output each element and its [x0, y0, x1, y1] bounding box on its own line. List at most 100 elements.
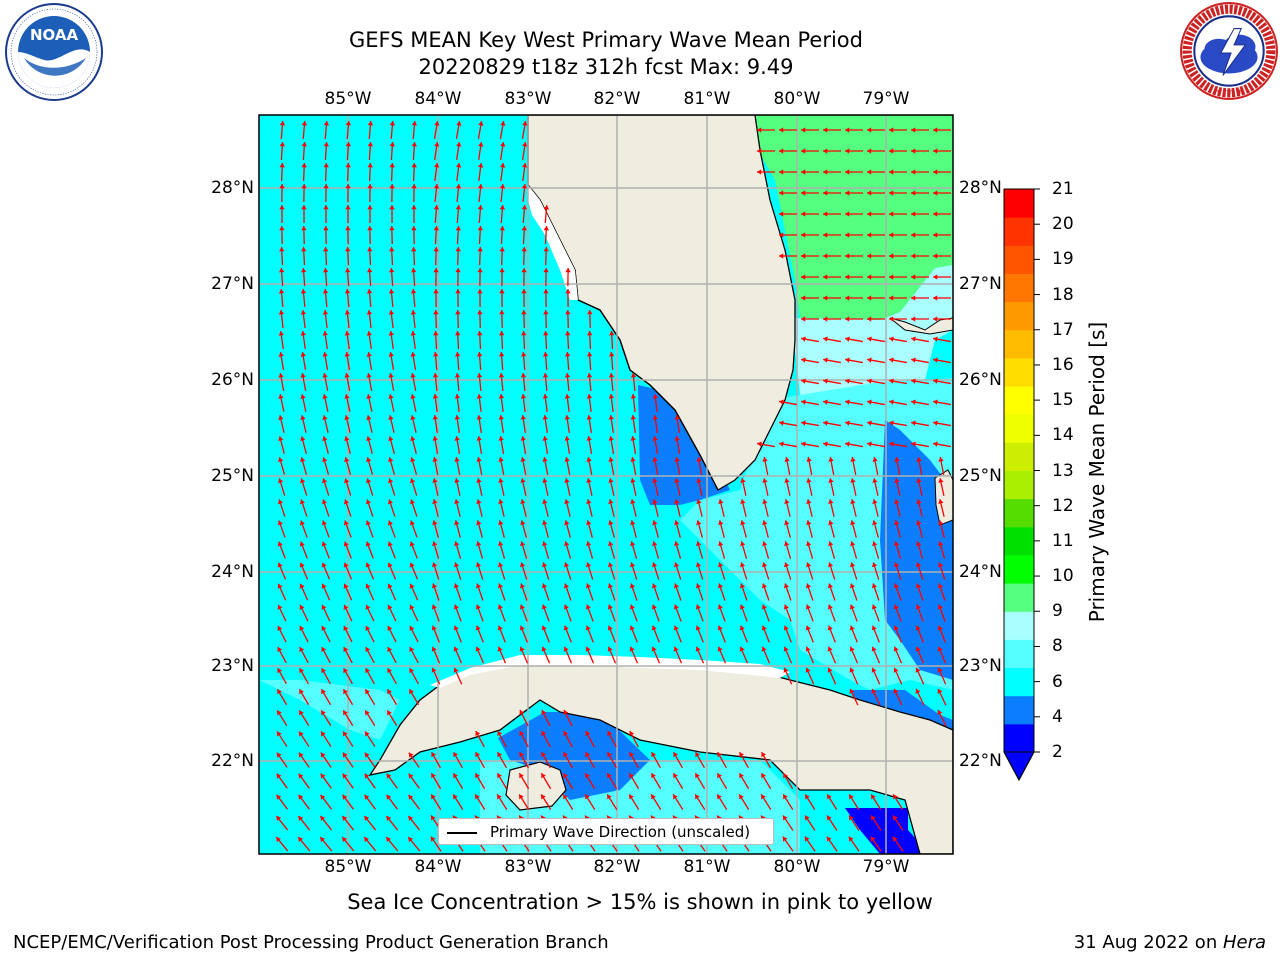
wave-direction-arrowhead	[408, 815, 414, 821]
wave-direction-arrowhead	[343, 625, 349, 631]
wave-direction-arrowhead	[867, 441, 872, 447]
wave-direction-arrowhead	[389, 163, 395, 168]
wave-direction-arrowhead	[739, 773, 744, 779]
wave-direction-arrowhead	[476, 457, 482, 462]
wave-direction-arrowhead	[541, 583, 547, 589]
wave-direction-arrowhead	[586, 478, 592, 483]
wave-direction-arrowhead	[586, 415, 592, 420]
wave-direction-arrowhead	[386, 815, 392, 821]
wave-direction-arrowhead	[520, 394, 527, 399]
wave-direction-arrowhead	[784, 457, 790, 462]
wave-direction-arrowhead	[783, 815, 788, 821]
wave-direction-arrowhead	[673, 583, 679, 589]
wave-direction-arrowhead	[477, 226, 483, 231]
wave-direction-arrowhead	[409, 668, 415, 674]
wave-direction-arrowhead	[889, 232, 894, 238]
wave-direction-arrowhead	[519, 773, 524, 779]
wave-direction-arrowhead	[410, 415, 416, 420]
wave-direction-arrowhead	[871, 688, 877, 694]
wave-direction-arrowhead	[519, 731, 525, 737]
wave-direction-arrowhead	[845, 232, 850, 238]
wave-direction-arrowhead	[673, 625, 679, 631]
colorbar-segment	[1004, 245, 1034, 274]
wave-direction-arrowhead	[823, 399, 828, 405]
wave-direction-arrowhead	[433, 331, 439, 336]
wave-direction-arrowhead	[477, 184, 484, 189]
wave-direction-arrowhead	[739, 625, 745, 631]
wave-direction-arrowhead	[630, 436, 636, 441]
wave-direction-arrowhead	[279, 121, 286, 126]
wave-direction-arrowhead	[933, 295, 938, 301]
wave-direction-arrowhead	[322, 331, 328, 336]
sea-ice-note: Sea Ice Concentration > 15% is shown in …	[347, 890, 933, 914]
wave-direction-arrowhead	[475, 731, 481, 737]
colorbar-tick-label: 20	[1052, 214, 1074, 235]
wave-direction-arrowhead	[321, 562, 327, 568]
wave-direction-arrowhead	[386, 837, 392, 843]
wave-direction-arrowhead	[696, 562, 702, 568]
wave-direction-arrowhead	[454, 457, 460, 462]
wave-direction-arrowhead	[915, 646, 921, 652]
wave-direction-arrowhead	[761, 604, 767, 610]
wave-direction-arrowhead	[652, 520, 658, 526]
wave-direction-arrowhead	[911, 253, 916, 259]
wave-direction-arrowhead	[343, 541, 349, 547]
wave-direction-arrowhead	[408, 794, 414, 800]
wave-direction-arrowhead	[343, 731, 348, 737]
wave-direction-arrowhead	[410, 373, 416, 378]
wave-direction-arrowhead	[300, 373, 306, 378]
wave-direction-arrowhead	[497, 583, 503, 589]
wave-direction-arrowhead	[365, 520, 371, 526]
lat-label-left: 26°N	[211, 370, 254, 390]
wave-direction-arrowhead	[607, 773, 612, 779]
wave-direction-arrowhead	[911, 190, 916, 196]
wave-direction-arrowhead	[299, 541, 305, 547]
wave-direction-arrowhead	[784, 562, 790, 568]
wave-direction-arrowhead	[827, 625, 833, 631]
wave-direction-arrowhead	[587, 310, 593, 315]
lon-label-top: 81°W	[683, 89, 731, 109]
wave-direction-arrowhead	[476, 352, 483, 357]
wave-direction-arrowhead	[911, 378, 916, 384]
wave-direction-arrowhead	[367, 247, 373, 252]
wave-direction-arrowhead	[867, 357, 872, 363]
wave-direction-arrowhead	[476, 373, 483, 378]
wave-direction-arrowhead	[889, 274, 894, 280]
wave-direction-arrowhead	[806, 562, 812, 568]
wave-direction-arrowhead	[454, 520, 460, 526]
graticule	[259, 115, 953, 854]
wave-direction-arrowhead	[365, 625, 371, 631]
colorbar-tick-label: 12	[1052, 495, 1074, 516]
wave-direction-arrowhead	[673, 773, 678, 779]
wave-direction-arrowhead	[849, 794, 854, 800]
wave-direction-arrowhead	[630, 499, 636, 504]
wave-direction-arrowhead	[499, 310, 505, 315]
wave-direction-arrowhead	[889, 378, 894, 384]
wave-direction-arrowhead	[364, 815, 370, 821]
wave-direction-arrowhead	[432, 415, 438, 420]
wave-direction-arrowhead	[867, 232, 872, 238]
wave-direction-arrowhead	[387, 583, 393, 589]
wave-direction-arrowhead	[321, 541, 327, 547]
wave-direction-arrowhead	[364, 752, 370, 758]
wave-direction-arrowhead	[475, 625, 481, 631]
wave-direction-arrowhead	[784, 541, 790, 547]
wave-direction-arrowhead	[695, 752, 700, 758]
wave-direction-arrowhead	[298, 752, 304, 758]
wave-direction-arrowhead	[563, 773, 568, 779]
wave-direction-arrowhead	[389, 205, 395, 210]
wave-direction-arrowhead	[497, 625, 503, 631]
wave-direction-arrowhead	[321, 625, 327, 631]
wave-direction-arrowhead	[299, 583, 305, 589]
wave-direction-arrowhead	[867, 399, 872, 405]
wave-direction-arrowhead	[784, 478, 790, 483]
wave-direction-arrowhead	[565, 289, 571, 294]
wave-direction-arrowhead	[387, 668, 393, 674]
wave-direction-arrowhead	[322, 310, 329, 315]
wave-direction-arrowhead	[388, 436, 394, 442]
wave-direction-arrowhead	[454, 541, 460, 547]
wave-direction-arrowhead	[321, 604, 327, 610]
wave-direction-arrowhead	[388, 457, 394, 463]
wave-direction-arrowhead	[845, 399, 850, 405]
wave-direction-arrowhead	[783, 773, 788, 779]
